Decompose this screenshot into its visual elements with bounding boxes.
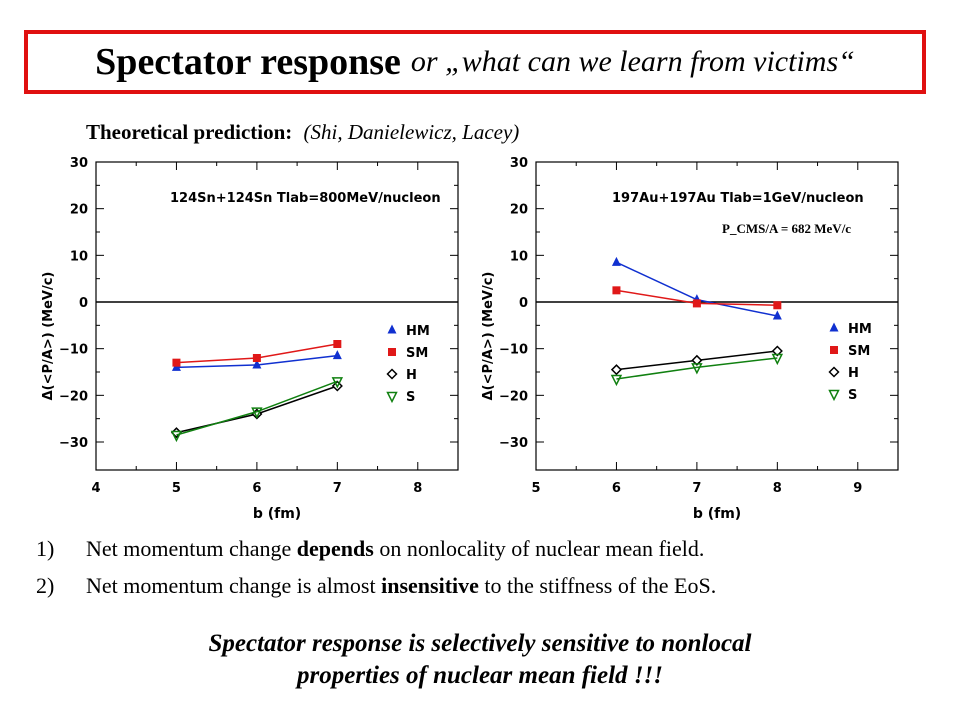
- theory-credit-authors: (Shi, Danielewicz, Lacey): [303, 120, 520, 144]
- legend-label-s: S: [848, 388, 857, 403]
- data-point-sm: [773, 301, 782, 310]
- y-tick-label: −10: [59, 343, 88, 358]
- data-point-s: [251, 407, 263, 419]
- finding-2: 2) Net momentum change is almost insensi…: [36, 567, 716, 604]
- y-tick-label: 30: [510, 156, 528, 171]
- x-tick-label: 7: [692, 481, 701, 496]
- y-tick-label: 10: [70, 249, 88, 264]
- finding-1-number: 1): [36, 536, 55, 561]
- y-tick-label: −30: [59, 436, 88, 451]
- x-tick-label: 5: [172, 481, 181, 496]
- legend-marker-sm: [830, 346, 838, 354]
- legend-marker-hm: [387, 324, 397, 334]
- x-tick-label: 8: [773, 481, 782, 496]
- findings-list: 1) Net momentum change depends on nonloc…: [36, 530, 716, 604]
- x-axis-label: b (fm): [253, 506, 301, 522]
- x-tick-label: 4: [91, 481, 100, 496]
- chart-sn-sn: −30 −20 −10 0 10 20 30 4 5 6 7 8 b (fm) Δ(<P/A>) (MeV…: [41, 156, 459, 522]
- conclusion-line-1: Spectator response is selectively sensit…: [208, 630, 752, 657]
- legend-label-hm: HM: [848, 322, 872, 337]
- x-tick-label: 8: [413, 481, 422, 496]
- finding-2-number: 2): [36, 573, 55, 598]
- data-point-sm: [333, 340, 342, 348]
- chart-au-au: −30 −20 −10 0 10 20 30 5 6 7 8 9 b (fm) Δ(<P/A>) (MeV…: [481, 156, 899, 522]
- data-point-s: [691, 363, 703, 375]
- legend-label-s: S: [406, 390, 415, 405]
- x-tick-label: 5: [531, 481, 540, 496]
- y-tick-label: 0: [519, 296, 528, 311]
- data-point-hm: [252, 359, 262, 369]
- y-tick-label: −10: [499, 343, 528, 358]
- legend-label-hm: HM: [406, 324, 430, 339]
- data-point-h: [691, 354, 703, 366]
- legend-label-h: H: [406, 368, 417, 383]
- y-tick-label: 30: [70, 156, 88, 171]
- data-point-h: [771, 345, 783, 357]
- y-tick-label: −30: [499, 436, 528, 451]
- finding-1: 1) Net momentum change depends on nonloc…: [36, 530, 716, 567]
- plot-area: −30 −20 −10 0 10 20 30 5 6 7 8 9: [499, 156, 899, 496]
- x-tick-label: 9: [853, 481, 862, 496]
- legend-marker-h: [386, 368, 398, 380]
- y-tick-label: 0: [79, 296, 88, 311]
- legend-label-h: H: [848, 366, 859, 381]
- data-point-hm: [332, 350, 342, 360]
- data-point-h: [610, 364, 623, 376]
- legend-marker-hm: [829, 322, 839, 332]
- theory-credit-label: Theoretical prediction:: [86, 120, 293, 144]
- series-line-s: [176, 380, 338, 436]
- legend-marker-sm: [388, 348, 396, 356]
- slide-title-subtitle: or „what can we learn from victims“: [410, 45, 855, 78]
- x-tick-label: 6: [612, 481, 621, 496]
- legend-marker-s: [828, 389, 840, 402]
- chart-title: 124Sn+124Sn Tlab=800MeV/nucleon: [170, 191, 441, 206]
- x-tick-label: 7: [333, 481, 342, 496]
- data-point-sm: [692, 299, 701, 308]
- conclusion: Spectator response is selectively sensit…: [0, 628, 960, 692]
- slide-title: Spectator response: [95, 41, 401, 83]
- y-tick-label: 10: [510, 249, 528, 264]
- data-point-sm: [252, 354, 261, 362]
- finding-1-text: Net momentum change depends on nonlocali…: [86, 536, 705, 561]
- y-axis-label: Δ(<P/A>) (MeV/c): [481, 272, 496, 401]
- data-point-sm: [172, 358, 181, 367]
- data-point-s: [771, 353, 784, 366]
- x-axis-label: b (fm): [693, 506, 741, 522]
- series-line-s: [616, 357, 778, 380]
- legend-label-sm: SM: [848, 344, 870, 359]
- data-point-s: [610, 374, 623, 387]
- theory-credit: Theoretical prediction: (Shi, Danielewic…: [86, 120, 519, 145]
- x-tick-label: 6: [252, 481, 261, 496]
- y-tick-label: −20: [499, 389, 528, 404]
- legend-label-sm: SM: [406, 346, 428, 361]
- data-point-s: [170, 430, 183, 443]
- momentum-annotation: P_CMS/A = 682 MeV/c: [722, 221, 851, 236]
- finding-2-text: Net momentum change is almost insensitiv…: [86, 573, 717, 598]
- data-point-hm: [611, 256, 621, 266]
- plot-frame: [535, 161, 899, 471]
- y-tick-label: 20: [70, 203, 88, 218]
- data-point-s: [331, 377, 344, 389]
- plot-frame: [95, 161, 459, 471]
- y-tick-label: 20: [510, 203, 528, 218]
- slide-title-box: Spectator response or „what can we learn…: [24, 30, 926, 94]
- legend-marker-h: [828, 366, 840, 378]
- data-point-hm: [772, 310, 782, 320]
- chart-title: 197Au+197Au Tlab=1GeV/nucleon: [612, 191, 864, 206]
- y-axis-label: Δ(<P/A>) (MeV/c): [41, 272, 56, 401]
- y-tick-label: −20: [59, 389, 88, 404]
- plot-area: −30 −20 −10 0 10 20 30 4 5 6 7 8: [59, 156, 459, 496]
- legend-marker-s: [386, 391, 398, 404]
- data-point-sm: [612, 286, 621, 295]
- conclusion-line-2: properties of nuclear mean field !!!: [297, 662, 663, 689]
